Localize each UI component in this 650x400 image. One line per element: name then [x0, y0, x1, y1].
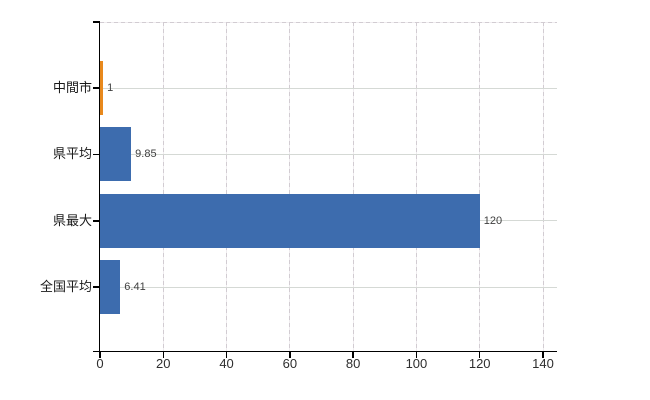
gridline-vertical	[289, 22, 291, 352]
gridline-vertical	[352, 22, 354, 352]
gridline-vertical	[479, 22, 481, 352]
x-axis-tick	[352, 352, 354, 358]
y-axis-tick	[93, 220, 100, 222]
plot-top-gridline	[100, 22, 557, 23]
bar	[100, 260, 121, 315]
bar-value-label: 9.85	[135, 148, 157, 161]
x-axis-tick	[542, 352, 544, 358]
y-axis-line	[98, 22, 100, 352]
bar-value-label: 120	[483, 214, 503, 227]
gridline-horizontal	[100, 87, 557, 89]
x-tick-label: 120	[468, 356, 491, 371]
y-axis-tick	[93, 153, 100, 156]
bar-value-label: 1	[107, 82, 114, 94]
y-axis-end-tick	[93, 21, 100, 23]
x-axis-line	[93, 350, 557, 352]
gridline-vertical	[226, 22, 228, 352]
category-label: 県最大	[52, 212, 92, 228]
x-tick-label: 100	[405, 356, 428, 371]
bar	[100, 61, 104, 115]
bar	[100, 193, 480, 248]
gridline-vertical	[415, 22, 417, 352]
x-tick-label: 140	[532, 356, 554, 371]
category-label: 中間市	[52, 80, 92, 95]
gridline-vertical	[162, 22, 164, 352]
category-label: 全国平均	[39, 279, 92, 295]
x-tick-label: 0	[96, 356, 104, 371]
x-tick-label: 20	[156, 356, 171, 371]
gridline-vertical	[542, 22, 544, 352]
x-axis-tick	[162, 352, 165, 358]
category-label: 県平均	[52, 146, 92, 162]
gridline-horizontal	[100, 286, 557, 288]
x-tick-label: 60	[282, 356, 298, 371]
x-axis-tick	[478, 352, 481, 358]
bar-value-label: 6.41	[124, 281, 146, 294]
x-tick-label: 40	[219, 356, 234, 371]
plot-area: 1 9.85 120 6.41	[100, 22, 557, 352]
bar	[100, 127, 132, 182]
y-axis-tick	[93, 286, 100, 288]
y-axis-tick	[93, 87, 100, 89]
x-tick-label: 80	[345, 356, 361, 371]
x-axis-tick	[225, 352, 228, 358]
x-axis-tick	[99, 352, 101, 358]
x-axis-tick	[289, 352, 291, 358]
gridline-horizontal	[100, 153, 557, 155]
x-axis-tick	[415, 352, 418, 358]
